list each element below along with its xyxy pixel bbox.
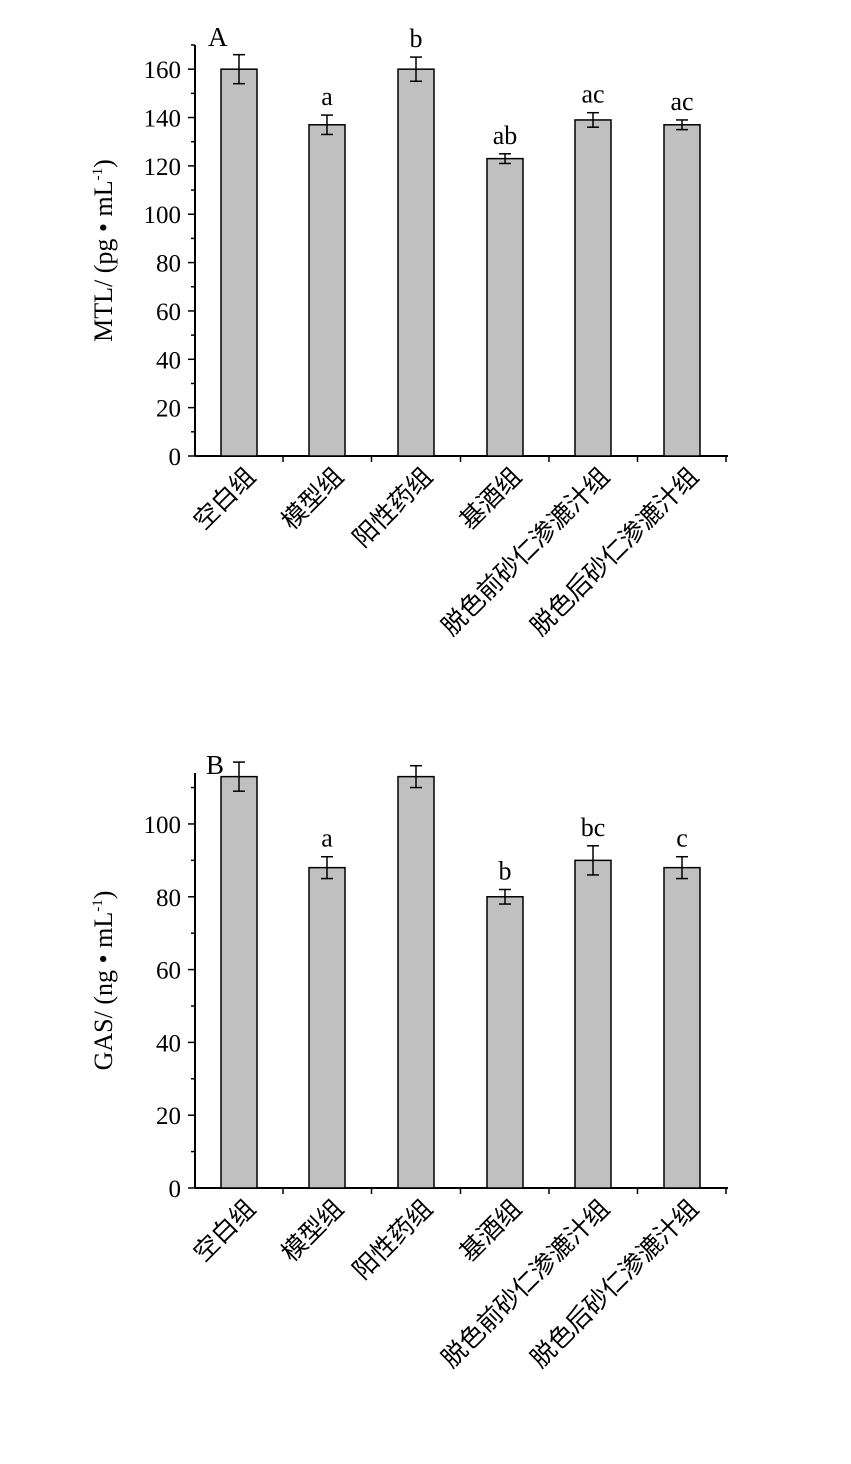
category-label: 阳性药组 bbox=[347, 462, 438, 553]
bar bbox=[486, 896, 524, 1189]
significance-label: ac bbox=[581, 80, 604, 109]
significance-label: b bbox=[499, 856, 512, 885]
significance-label: ac bbox=[670, 87, 693, 116]
y-tick-label: 20 bbox=[156, 1103, 181, 1130]
y-axis-title: GAS/ (ng • mL-1) bbox=[89, 891, 118, 1071]
bar bbox=[486, 157, 524, 457]
significance-label: c bbox=[676, 824, 688, 853]
y-tick-label: 40 bbox=[156, 1030, 181, 1057]
significance-label: bc bbox=[581, 813, 606, 842]
bar bbox=[220, 68, 258, 457]
bar bbox=[574, 859, 612, 1189]
category-label: 脱色后砂仁渗漉汁组 bbox=[525, 1194, 705, 1374]
y-axis-title: MTL/ (pg • mL-1) bbox=[89, 159, 118, 342]
significance-label: a bbox=[321, 824, 333, 853]
category-label: 基酒组 bbox=[454, 462, 528, 536]
bar bbox=[397, 775, 435, 1189]
y-tick-label: 140 bbox=[144, 106, 182, 133]
y-tick-label: 80 bbox=[156, 885, 181, 912]
significance-label: ab bbox=[493, 121, 518, 150]
bar bbox=[308, 866, 346, 1189]
bar bbox=[397, 68, 435, 457]
chart-panel-a: 020406080100120140160ababac ac空白组 模型组阳性药组基… bbox=[89, 22, 728, 641]
category-label: 基酒组 bbox=[454, 1194, 528, 1268]
y-tick-label: 20 bbox=[156, 396, 181, 423]
category-label: 空白组 bbox=[188, 1194, 262, 1268]
y-tick-label: 160 bbox=[144, 57, 182, 84]
bar bbox=[663, 124, 701, 457]
y-tick-label: 0 bbox=[169, 444, 182, 471]
y-tick-label: 100 bbox=[144, 202, 182, 229]
category-label: 脱色前砂仁渗漉汁组 bbox=[436, 1194, 616, 1374]
bar bbox=[308, 124, 346, 457]
panel-label: B bbox=[206, 750, 224, 780]
bar bbox=[663, 866, 701, 1189]
y-tick-label: 60 bbox=[156, 299, 181, 326]
significance-label: a bbox=[321, 82, 333, 111]
panel-label: A bbox=[208, 22, 228, 52]
y-tick-label: 60 bbox=[156, 958, 181, 985]
bar bbox=[574, 119, 612, 457]
y-tick-label: 100 bbox=[144, 812, 182, 839]
y-tick-label: 80 bbox=[156, 251, 181, 278]
bar bbox=[220, 775, 258, 1189]
category-label: 模型组 bbox=[276, 462, 350, 536]
category-label: 模型组 bbox=[276, 1194, 350, 1268]
category-label: 脱色前砂仁渗漉汁组 bbox=[436, 462, 616, 642]
significance-label: b bbox=[410, 24, 423, 53]
category-label: 空白组 bbox=[188, 462, 262, 536]
category-label: 脱色后砂仁渗漉汁组 bbox=[525, 462, 705, 642]
y-tick-label: 40 bbox=[156, 347, 181, 374]
y-tick-label: 0 bbox=[169, 1176, 182, 1203]
y-tick-label: 120 bbox=[144, 154, 182, 181]
category-label: 阳性药组 bbox=[347, 1194, 438, 1285]
